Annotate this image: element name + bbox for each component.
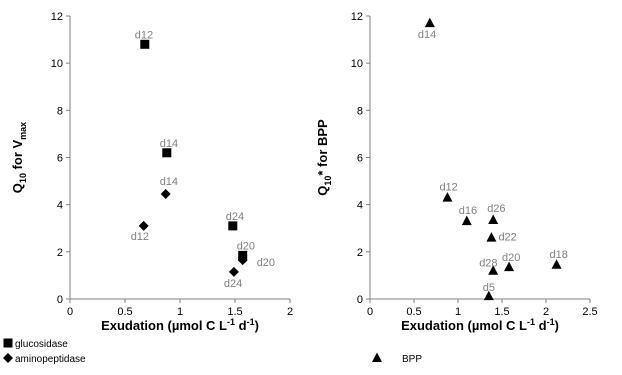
point-label: d14 — [418, 29, 436, 41]
y-tick-label: 0 — [357, 294, 363, 306]
y-tick-label: 2 — [357, 247, 363, 259]
y-tick-label: 10 — [51, 58, 63, 70]
legend-label: aminopeptidase — [15, 354, 86, 365]
y-tick-label: 8 — [57, 105, 63, 117]
point-label: d22 — [498, 232, 516, 244]
y-tick-label: 6 — [57, 153, 63, 165]
glucosidase-point — [162, 148, 172, 158]
x-tick-label: 0 — [367, 306, 373, 318]
BPP-point — [551, 259, 562, 269]
y-tick-label: 2 — [57, 247, 63, 259]
x-tick-label: 2 — [543, 306, 549, 318]
BPP-point — [488, 265, 499, 275]
series-glucosidase: d12 d14 d24 d20 — [135, 29, 255, 260]
y-axis-title: Q10 for Vmax — [10, 122, 28, 193]
chart-2: 0 2 4 6 8 10 12 0 0.5 1 1.5 2 2.5 Exudation (µmol C L… — [315, 11, 598, 365]
x-tick-label: 2.5 — [582, 306, 597, 318]
point-label: d18 — [550, 249, 568, 261]
legend-item-BPP: BPP — [372, 352, 422, 365]
y-tick-label: 8 — [357, 105, 363, 117]
BPP-point — [486, 232, 497, 242]
x-tick-label: 1 — [455, 306, 461, 318]
x-tick-label: 0.5 — [406, 306, 421, 318]
point-label: d5 — [483, 282, 495, 294]
y-tick-label: 4 — [57, 200, 63, 212]
x-tick-label: 1.5 — [227, 306, 242, 318]
point-label: d14 — [160, 138, 178, 150]
y-tick-label: 6 — [357, 153, 363, 165]
y-axis-title: Q10* for BPP — [315, 119, 333, 196]
point-label: d20 — [257, 257, 275, 269]
point-label: d26 — [487, 203, 505, 215]
y-tick-label: 12 — [351, 11, 363, 23]
x-tick-label: 2 — [287, 306, 293, 318]
y-tick-label: 12 — [51, 11, 63, 23]
legend-item-glucosidase: glucosidase — [3, 338, 68, 350]
BPP-point — [488, 214, 499, 224]
aminopeptidase-point — [228, 266, 239, 277]
chart-1: 0 2 4 6 8 10 12 0 0.5 1 1.5 2 Exudation (µmol C L-1 … — [3, 11, 293, 365]
aminopeptidase-point — [237, 255, 248, 266]
legend-diamond-icon — [3, 353, 13, 363]
point-label: d14 — [160, 176, 178, 188]
BPP-point — [442, 192, 453, 202]
x-tick-label: 0.5 — [117, 306, 132, 318]
x-tick-label: 0 — [67, 306, 73, 318]
aminopeptidase-point — [160, 189, 171, 200]
point-label: d24 — [224, 278, 242, 290]
point-label: d28 — [479, 258, 497, 270]
glucosidase-point — [140, 39, 150, 49]
x-axis-title: Exudation (µmol C L-1 d-1) — [101, 317, 259, 333]
BPP-point — [483, 290, 494, 301]
point-label: d12 — [131, 231, 149, 243]
series-aminopeptidase: d12 d14 d24 d20 — [131, 176, 275, 290]
y-tick-label: 4 — [357, 200, 363, 212]
y-tick-label: 0 — [57, 294, 63, 306]
glucosidase-point — [228, 221, 238, 231]
legend-label: glucosidase — [15, 339, 68, 350]
point-label: d20 — [502, 252, 520, 264]
x-tick-label: 1.5 — [494, 306, 509, 318]
legend-square-icon — [3, 338, 13, 348]
x-axis-title: Exudation (µmol C L-1 d-1) — [401, 317, 559, 333]
BPP-point — [424, 17, 435, 28]
legend-item-aminopeptidase: aminopeptidase — [3, 353, 86, 365]
point-label: d20 — [237, 240, 255, 252]
BPP-point — [504, 261, 515, 272]
x-tick-label: 1 — [177, 306, 183, 318]
legend-label: BPP — [402, 354, 422, 365]
BPP-point — [461, 215, 472, 226]
aminopeptidase-point — [138, 220, 149, 231]
point-label: d12 — [439, 182, 457, 194]
legend-triangle-icon — [372, 352, 382, 362]
point-label: d12 — [135, 29, 153, 41]
point-label: d16 — [459, 205, 477, 217]
point-label: d24 — [226, 211, 244, 223]
y-tick-label: 10 — [351, 58, 363, 70]
